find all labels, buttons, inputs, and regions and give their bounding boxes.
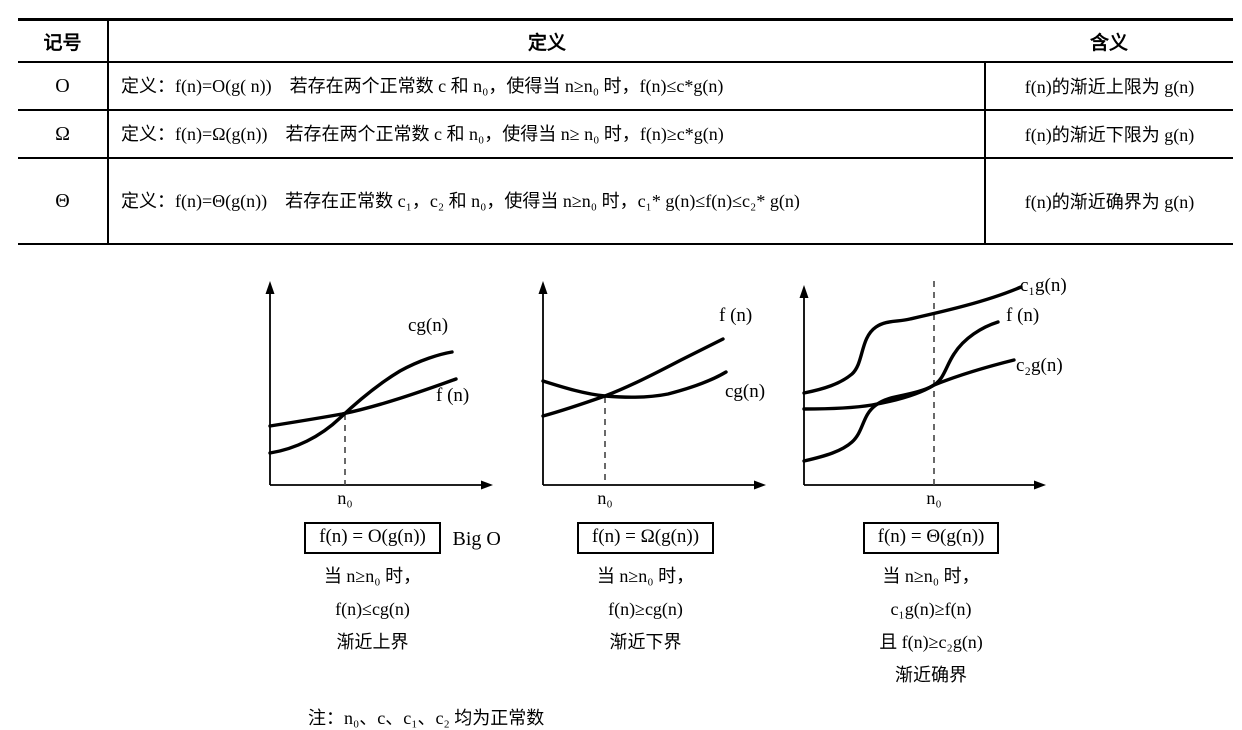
table-row-theta: Θ 定义：f(n)=Θ(g(n)) 若存在正常数 c₁，c₂ 和 n₀，使得当 … (18, 157, 1233, 245)
symbol-cell: Θ (18, 157, 109, 245)
big-o-side-label: Big O (452, 528, 501, 550)
curve-c1gn (802, 285, 1023, 395)
curve-label-cgn: cg(n) (725, 381, 765, 402)
table-row-omega: Ω 定义：f(n)=Ω(g(n)) 若存在两个正常数 c 和 n₀，使得当 n≥… (18, 109, 1233, 159)
caption-line: f(n)≤cg(n) (335, 599, 410, 619)
y-axis-arrow-icon (265, 281, 275, 294)
caption-line: c₁g(n)≥f(n) (890, 599, 972, 619)
theta-graph: c₁g(n) f (n) c₂g(n) n₀ (799, 275, 1067, 508)
figure-omega: f (n) cg(n) n₀ f(n) = Ω(g(n)) 当 n≥n₀ 时， … (513, 275, 778, 686)
definition-cell: 定义：f(n)=O(g( n)) 若存在两个正常数 c 和 n₀，使得当 n≥n… (108, 61, 986, 111)
formula-box-omega: f(n) = Ω(g(n)) (576, 522, 715, 554)
caption-line: 当 n≥n₀ 时， (882, 566, 980, 586)
curve-label-cgn: cg(n) (408, 315, 448, 336)
curve-label-c1gn: c₁g(n) (1020, 275, 1067, 296)
symbol-cell: O (18, 61, 109, 111)
curve-fn (541, 337, 725, 418)
x-axis-arrow-icon (481, 480, 493, 490)
x-axis-arrow-icon (754, 480, 766, 490)
symbol-cell: Ω (18, 109, 109, 159)
table-row-big-o: O 定义：f(n)=O(g( n)) 若存在两个正常数 c 和 n₀，使得当 n… (18, 61, 1233, 111)
y-axis-arrow-icon (538, 281, 548, 294)
n0-tick-label: n₀ (926, 488, 941, 508)
curve-label-fn: f (n) (719, 305, 752, 326)
curve-label-fn: f (n) (1006, 305, 1039, 326)
notation-definition-table: 记号 定义 含义 O 定义：f(n)=O(g( n)) 若存在两个正常数 c 和… (18, 18, 1233, 245)
formula-row: f(n) = Θ(g(n)) (786, 522, 1076, 554)
definition-cell: 定义：f(n)=Θ(g(n)) 若存在正常数 c₁，c₂ 和 n₀，使得当 n≥… (108, 157, 986, 245)
caption-line: 且 f(n)≥c₂g(n) (879, 632, 983, 652)
formula-row: f(n) = Ω(g(n)) (513, 522, 778, 554)
caption-line: 渐近下界 (609, 632, 682, 652)
table-header-row: 记号 定义 含义 (18, 18, 1233, 63)
caption-line: 当 n≥n₀ 时， (596, 566, 695, 586)
caption-line: 渐近上界 (336, 632, 409, 652)
n0-tick-label: n₀ (337, 488, 352, 508)
y-axis-arrow-icon (799, 285, 809, 298)
curve-c2gn (802, 358, 1016, 463)
caption-line: f(n)≥cg(n) (608, 599, 683, 619)
formula-box-big-o: f(n) = O(g(n)) (304, 522, 441, 554)
meaning-cell: f(n)的渐近确界为 g(n) (985, 157, 1233, 245)
caption-line: 渐近确界 (895, 665, 967, 685)
meaning-cell: f(n)的渐近下限为 g(n) (985, 109, 1233, 159)
big-o-graph: cg(n) f (n) n₀ (265, 281, 493, 508)
curve-label-fn: f (n) (436, 385, 469, 406)
curve-label-c2gn: c₂g(n) (1016, 355, 1063, 376)
footnote: 注：n₀、c、c₁、c₂ 均为正常数 (308, 708, 545, 728)
curve-cgn (541, 370, 728, 400)
curve-cgn (268, 350, 454, 455)
meaning-cell: f(n)的渐近上限为 g(n) (985, 61, 1233, 111)
header-meaning: 含义 (985, 18, 1233, 63)
omega-graph: f (n) cg(n) n₀ (538, 281, 766, 508)
definition-cell: 定义：f(n)=Ω(g(n)) 若存在两个正常数 c 和 n₀，使得当 n≥ n… (108, 109, 986, 159)
formula-box-theta: f(n) = Θ(g(n)) (862, 522, 1000, 554)
curve-fn (268, 377, 458, 428)
page: 记号 定义 含义 O 定义：f(n)=O(g( n)) 若存在两个正常数 c 和… (0, 18, 1242, 730)
formula-row: f(n) = O(g(n)) Big O (240, 522, 505, 554)
header-definition: 定义 (108, 18, 985, 63)
n0-tick-label: n₀ (597, 488, 612, 508)
figure-big-o: cg(n) f (n) n₀ f(n) = O(g(n)) Big O 当 n≥… (240, 275, 505, 686)
x-axis-arrow-icon (1034, 480, 1046, 490)
caption-line: 当 n≥n₀ 时， (323, 566, 422, 586)
figures-row: cg(n) f (n) n₀ f(n) = O(g(n)) Big O 当 n≥… (240, 275, 1242, 686)
curve-fn (802, 320, 1000, 411)
figure-theta: c₁g(n) f (n) c₂g(n) n₀ f(n) = Θ(g(n)) 当 … (786, 275, 1076, 686)
header-symbol: 记号 (18, 18, 109, 63)
